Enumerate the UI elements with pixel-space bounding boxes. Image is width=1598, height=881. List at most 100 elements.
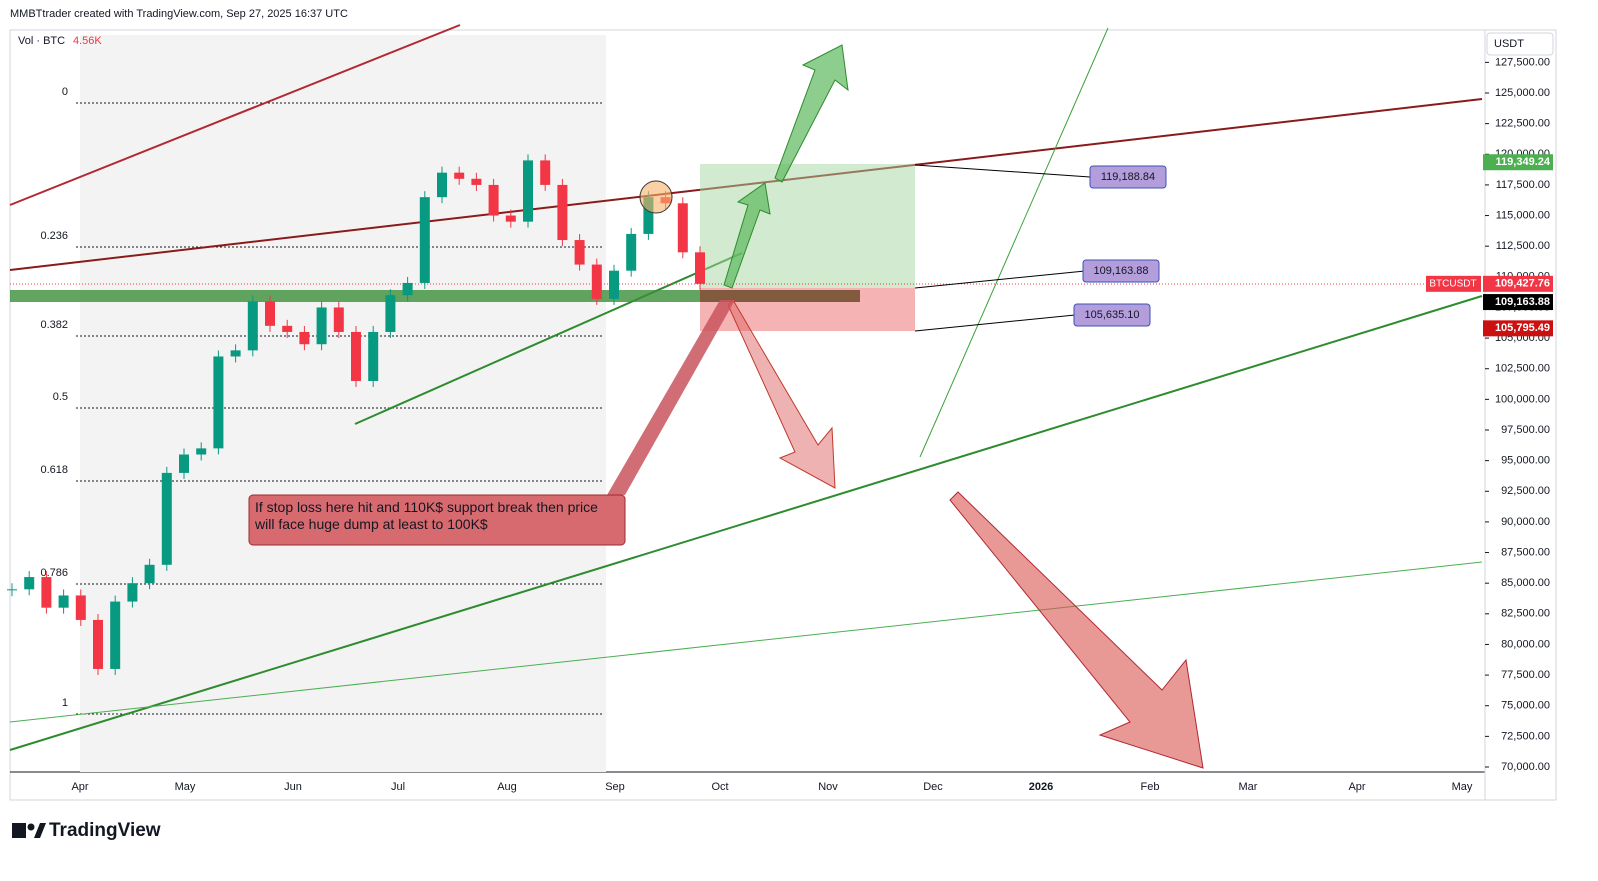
candle [574,240,585,265]
candle [93,619,103,669]
callout-box [1082,259,1160,283]
candle [454,172,465,179]
fib-label: 1 [62,697,68,709]
candle [196,448,207,455]
highlight-circle [639,180,673,214]
y-tick-label: 100,000.00 [1495,393,1550,405]
callout-label: 109,163.88 [1093,265,1148,277]
trend-line [9,24,461,206]
candle [368,331,379,381]
price-tag-label: 119,349.24 [1496,156,1551,168]
candle [24,577,35,590]
candle [523,160,533,222]
price-tag [1483,294,1553,311]
candle [282,325,293,332]
logo-mark [27,823,35,831]
price-tag-label: 109,427.76 [1495,278,1550,290]
legend-label: Vol · BTC [18,35,65,47]
credit: MMBTtrader created with TradingView.com,… [10,8,348,20]
candles [7,154,705,675]
candle [58,595,69,608]
callout-box [1073,303,1151,327]
x-tick-label: Nov [818,781,838,793]
y-tick-label: 97,500.00 [1501,424,1550,436]
x-tick-label: Mar [1239,781,1258,793]
x-tick-label: May [1452,781,1473,793]
up-arrow [774,44,849,183]
candle [609,270,619,299]
price-tag [1483,275,1553,292]
trend-line [919,27,1109,458]
y-tick-label: 82,500.00 [1501,608,1550,620]
price-tag [1483,320,1553,337]
x-tick-label: Aug [497,781,517,793]
candle [247,301,258,351]
callout-line [914,314,1076,332]
y-tick-label: 80,000.00 [1501,638,1550,650]
currency-button[interactable] [1486,32,1554,56]
callout-label: 119,188.84 [1101,171,1155,183]
up-arrow [723,182,771,289]
candle [540,160,551,185]
brand: TradingView [49,820,161,841]
y-tick-label: 127,500.00 [1495,56,1550,68]
y-tick-label: 102,500.00 [1495,363,1550,375]
y-tick-label: 77,500.00 [1501,669,1550,681]
candle [333,307,344,332]
price-tags: 119,349.24 109,427.76 109,163.88 105,795.49… [1426,154,1553,337]
candle [419,197,430,283]
fib-label: 0.786 [40,567,68,579]
candle [402,282,413,296]
y-tick-label: 115,000.00 [1496,209,1550,221]
x-tick-label: Jun [284,781,302,793]
brand-logo [12,823,46,838]
x-tick-label: Dec [923,781,943,793]
y-tick-label: 95,000.00 [1501,455,1550,467]
candle [677,203,688,253]
candle [179,454,189,473]
y-tick-label: 117,500.00 [1496,179,1550,191]
candle [213,356,224,449]
candle [471,178,482,185]
callout-label: 105,635.10 [1084,309,1139,321]
x-tick-label: Jul [391,781,405,793]
fib-label: 0 [62,86,68,98]
candle [299,331,310,345]
legend-value: 4.56K [73,35,102,47]
candle [385,295,396,332]
x-tick-label: Oct [711,781,728,793]
candle [127,583,138,602]
symbol-label: BTCUSDT [1429,278,1476,289]
candle [437,172,447,198]
y-tick-label: 92,500.00 [1501,485,1550,497]
trend-line [9,295,1483,751]
candle [351,331,361,381]
callout-pointer [607,300,735,495]
x-tick-label: Apr [1348,781,1365,793]
y-tick-label: 112,500.00 [1496,240,1550,252]
y-tick-label: 87,500.00 [1501,546,1550,558]
currency[interactable]: USDT [1494,38,1524,50]
candle [110,601,121,669]
x-tick-label: Apr [71,781,88,793]
y-tick-label: 122,500.00 [1495,118,1550,130]
candle [505,215,516,222]
x-tick-label: Feb [1141,781,1160,793]
time-axis: Apr May Jun Jul Aug Sep Oct Nov Dec 2026 Feb Mar Apr… [71,781,1472,793]
annotation-text: If stop loss here hit and 110K$ support … [255,499,598,532]
callout-line [914,164,1091,178]
y-tick-label: 90,000.00 [1501,516,1550,528]
logo-mark [34,823,46,838]
candle [161,472,172,565]
support-zone [10,290,860,302]
trend-line [354,252,743,425]
candle [488,184,499,216]
y-tick-label: 70,000.00 [1501,761,1550,773]
candle [75,595,86,620]
callout-box [1089,165,1167,189]
y-tick-label: 125,000.00 [1495,87,1550,99]
candle [144,564,155,584]
candle [626,233,637,271]
candle [591,264,602,299]
